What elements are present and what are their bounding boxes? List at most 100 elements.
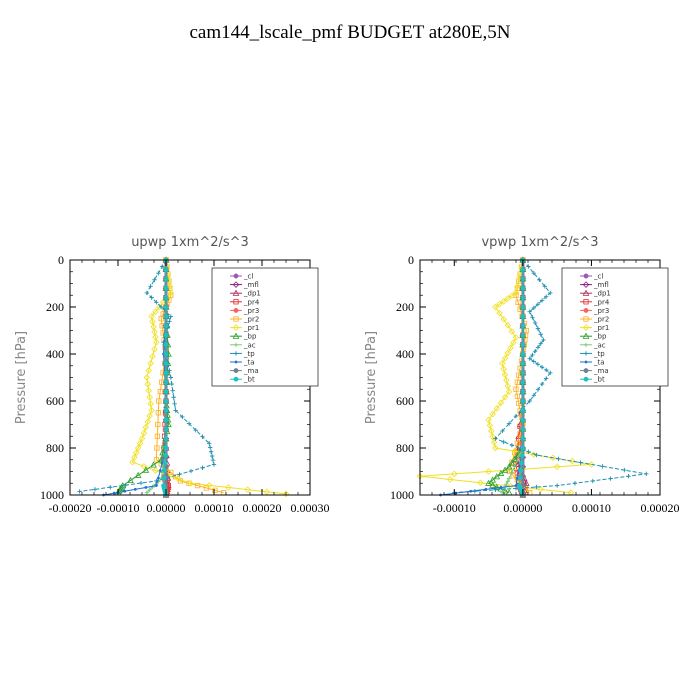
data-point xyxy=(207,445,213,450)
data-point xyxy=(163,285,169,291)
data-point xyxy=(535,326,541,331)
data-point xyxy=(504,295,512,302)
data-point xyxy=(548,370,553,375)
data-point xyxy=(169,381,174,387)
data-point xyxy=(163,398,169,404)
data-point xyxy=(513,386,519,392)
data-point xyxy=(162,468,168,474)
data-point xyxy=(526,449,531,454)
chart-panel-1: upwp 1xm^2/s^3 Pressure [hPa] -0.00020 -0.0… xyxy=(14,235,330,515)
data-point xyxy=(512,464,517,469)
data-point xyxy=(140,463,148,470)
legend-marker xyxy=(582,332,590,339)
data-point xyxy=(506,476,512,481)
data-point xyxy=(556,456,561,462)
data-point xyxy=(514,484,518,488)
data-point xyxy=(520,426,526,432)
data-point xyxy=(501,354,509,362)
legend-marker xyxy=(232,289,240,296)
y-tick-label: 0 xyxy=(58,253,64,267)
x-tick-label: 0.00010 xyxy=(195,501,234,515)
data-point xyxy=(159,264,165,269)
y-tick-label: 600 xyxy=(46,394,64,408)
data-point xyxy=(153,338,160,346)
data-point xyxy=(484,487,488,491)
legend-label: _pr1 xyxy=(243,324,259,332)
data-point xyxy=(152,467,159,474)
y-tick-label: 1000 xyxy=(40,488,64,502)
data-point xyxy=(537,277,542,282)
legend-marker xyxy=(233,307,239,313)
y-tick-label: 800 xyxy=(396,441,414,455)
data-point xyxy=(144,486,148,489)
data-point xyxy=(537,486,544,493)
data-point xyxy=(163,313,169,319)
data-point xyxy=(193,427,198,433)
data-point xyxy=(171,395,176,400)
legend-label: _cl xyxy=(593,273,603,281)
data-point xyxy=(520,407,526,413)
data-point xyxy=(172,401,177,407)
data-point xyxy=(138,435,146,442)
data-point xyxy=(626,474,631,479)
data-point xyxy=(520,342,526,348)
data-point xyxy=(485,416,492,424)
data-point xyxy=(163,407,169,413)
legend-label: _pr3 xyxy=(593,307,609,315)
data-point xyxy=(513,451,521,459)
data-point xyxy=(531,305,537,311)
data-point xyxy=(148,407,155,414)
data-point xyxy=(504,322,512,329)
legend-label: _pr2 xyxy=(243,316,259,324)
x-tick-label: 0.00020 xyxy=(641,501,680,515)
legend-marker xyxy=(583,351,589,356)
data-point xyxy=(493,436,498,441)
data-point xyxy=(514,440,520,446)
data-point xyxy=(520,295,526,301)
legend: _cl_mfl_dp1_pr4_pr3_pr2_pr1_bp_ac_tp_ta_… xyxy=(211,267,319,387)
data-point xyxy=(148,284,153,289)
data-point xyxy=(195,482,201,489)
data-point xyxy=(508,459,516,466)
legend-marker xyxy=(232,324,240,331)
data-point xyxy=(531,359,537,364)
data-point xyxy=(212,487,218,493)
data-point xyxy=(92,487,98,492)
data-point xyxy=(492,444,499,452)
data-point xyxy=(507,344,514,352)
data-point xyxy=(505,388,513,395)
legend-marker xyxy=(583,299,589,305)
data-point xyxy=(149,318,156,325)
data-point xyxy=(167,368,172,373)
data-point xyxy=(150,323,157,331)
data-point xyxy=(186,421,192,426)
data-point xyxy=(123,489,127,493)
data-point xyxy=(151,328,158,336)
legend-marker xyxy=(582,281,590,288)
data-point xyxy=(520,285,526,291)
data-point xyxy=(543,294,549,299)
data-point xyxy=(500,298,507,305)
legend-marker xyxy=(584,360,588,364)
legend-marker xyxy=(232,281,240,288)
data-point xyxy=(520,436,526,442)
data-point xyxy=(509,339,517,346)
data-point xyxy=(522,479,530,486)
data-point xyxy=(520,398,526,404)
data-point xyxy=(520,266,526,272)
data-point xyxy=(163,323,169,329)
data-point xyxy=(157,388,163,395)
data-point xyxy=(145,387,152,394)
data-point xyxy=(167,289,175,297)
data-point xyxy=(77,489,82,494)
data-point xyxy=(534,484,539,490)
data-point xyxy=(539,298,545,303)
data-point xyxy=(542,284,547,289)
data-point xyxy=(520,332,526,338)
data-point xyxy=(163,295,169,301)
legend-label: _pr1 xyxy=(593,324,609,332)
data-point xyxy=(541,337,546,343)
data-point xyxy=(511,448,518,455)
data-point xyxy=(163,370,169,376)
data-point xyxy=(505,479,510,484)
